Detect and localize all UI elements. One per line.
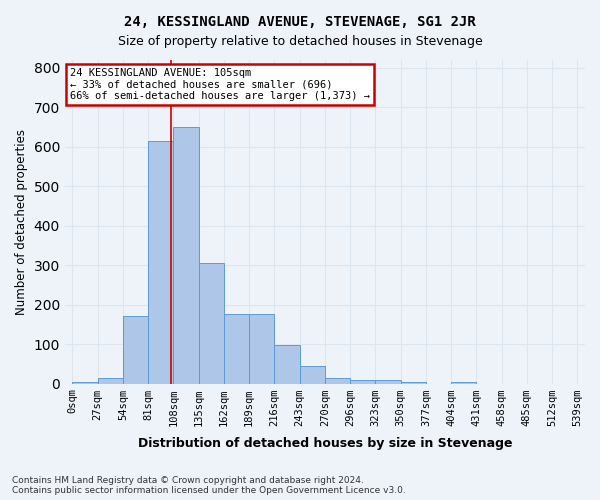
X-axis label: Distribution of detached houses by size in Stevenage: Distribution of detached houses by size … bbox=[137, 437, 512, 450]
Text: 24 KESSINGLAND AVENUE: 105sqm
← 33% of detached houses are smaller (696)
66% of : 24 KESSINGLAND AVENUE: 105sqm ← 33% of d… bbox=[70, 68, 370, 102]
Bar bbox=[249, 314, 274, 384]
Bar bbox=[325, 378, 350, 384]
Bar bbox=[299, 366, 325, 384]
Bar bbox=[376, 380, 401, 384]
Text: 24, KESSINGLAND AVENUE, STEVENAGE, SG1 2JR: 24, KESSINGLAND AVENUE, STEVENAGE, SG1 2… bbox=[124, 15, 476, 29]
Bar bbox=[98, 378, 123, 384]
Y-axis label: Number of detached properties: Number of detached properties bbox=[15, 129, 28, 315]
Text: Size of property relative to detached houses in Stevenage: Size of property relative to detached ho… bbox=[118, 35, 482, 48]
Bar bbox=[350, 380, 376, 384]
Bar bbox=[224, 314, 249, 384]
Bar bbox=[274, 345, 299, 384]
Bar bbox=[401, 382, 426, 384]
Bar bbox=[73, 382, 98, 384]
Bar bbox=[123, 316, 148, 384]
Bar bbox=[451, 382, 476, 384]
Text: Contains HM Land Registry data © Crown copyright and database right 2024.
Contai: Contains HM Land Registry data © Crown c… bbox=[12, 476, 406, 495]
Bar bbox=[148, 141, 173, 384]
Bar bbox=[199, 263, 224, 384]
Bar bbox=[173, 127, 199, 384]
